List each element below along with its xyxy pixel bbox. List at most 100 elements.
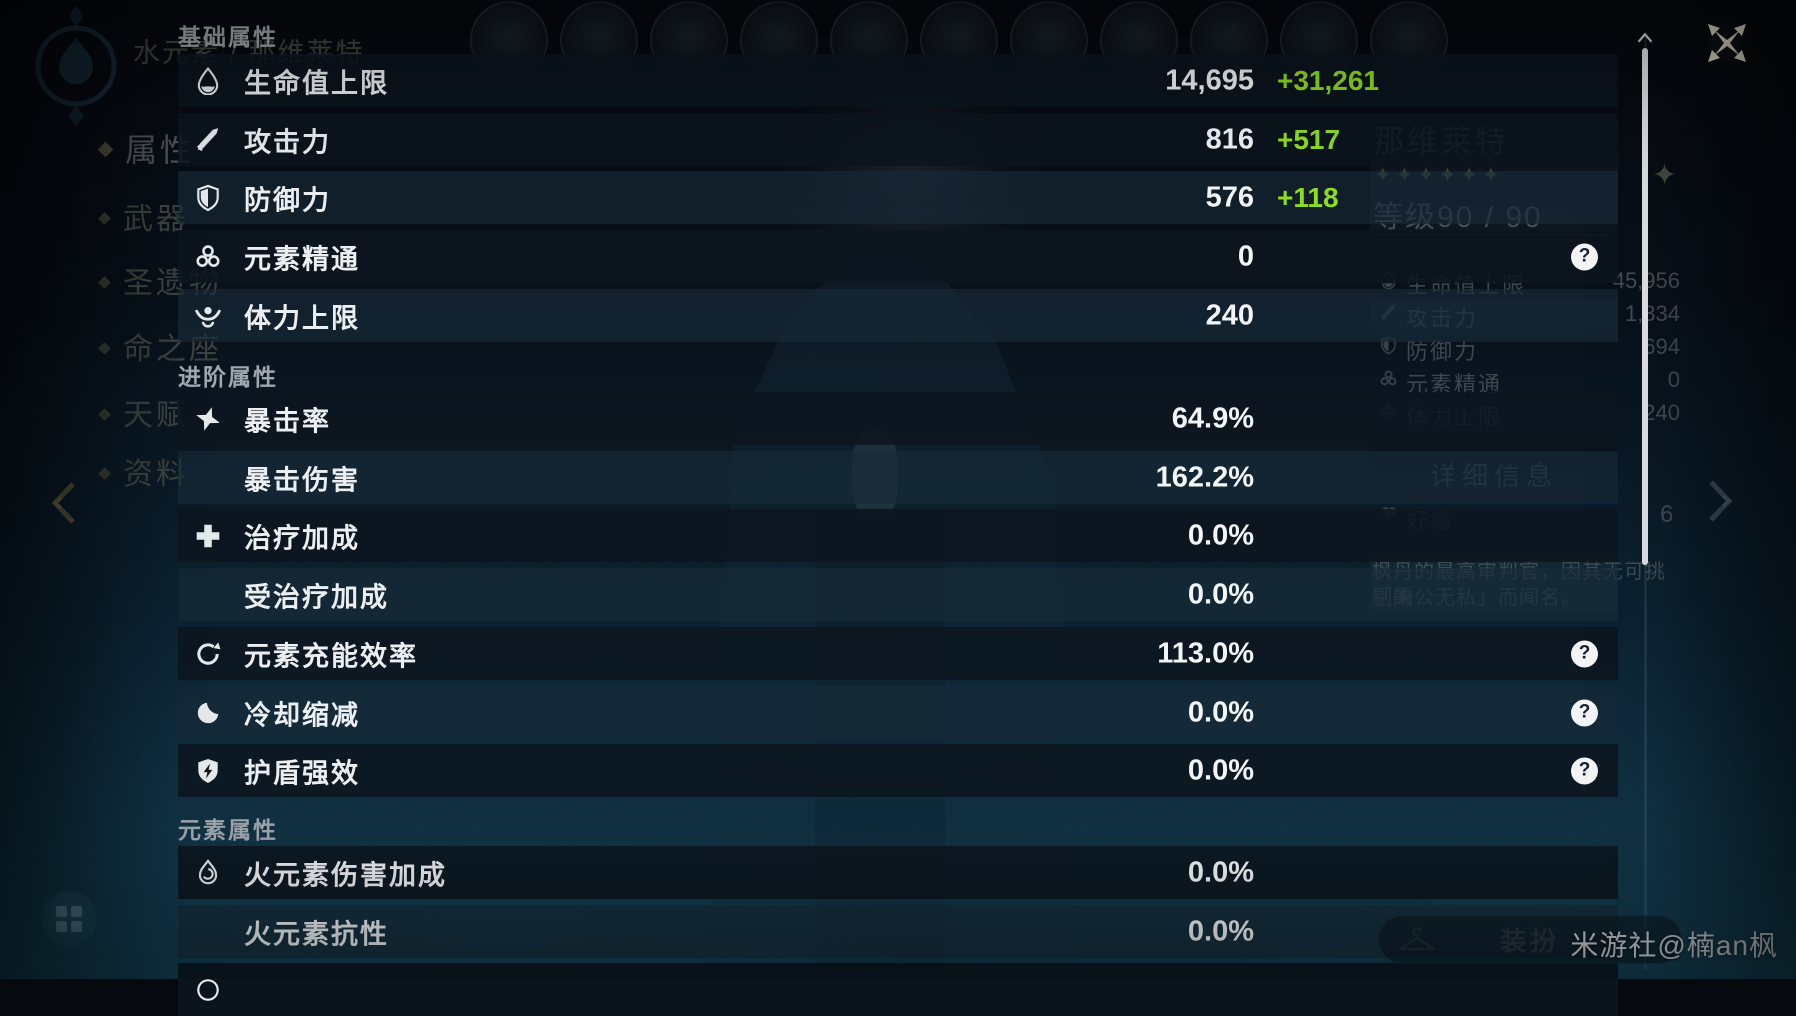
stat-value: 576	[1205, 181, 1254, 213]
stat-value: 0.0%	[1187, 519, 1254, 551]
watermark: 米游社@楠an枫	[1570, 930, 1778, 961]
menu-grid-button[interactable]	[41, 891, 97, 947]
stat-value: 14,695	[1165, 64, 1254, 96]
stat-row: 护盾强效 0.0%?	[178, 744, 1618, 797]
close-button[interactable]	[1703, 19, 1751, 67]
grid-icon	[56, 906, 82, 932]
stat-label: 暴击率	[244, 406, 331, 436]
dress-button[interactable]: 装扮	[1378, 915, 1682, 964]
elemental-mastery-icon	[194, 243, 222, 271]
healing-plus-icon	[194, 522, 222, 550]
scrollbar-thumb[interactable]	[1642, 48, 1648, 565]
stat-label: 火元素伤害加成	[244, 860, 447, 890]
elemental-mastery-icon	[1379, 369, 1398, 388]
sparkle-icon: ✦	[1652, 159, 1678, 192]
sidebar-item-label: 天赋	[123, 399, 189, 432]
stat-value: 0.0%	[1187, 915, 1254, 947]
stat-label: 治疗加成	[244, 523, 360, 553]
sidebar-item-5[interactable]: 天赋	[98, 390, 189, 434]
stat-value: 0.0%	[1187, 578, 1254, 610]
stat-value: 0	[1237, 240, 1254, 272]
defense-shield-icon	[194, 184, 222, 212]
stamina-icon	[194, 302, 222, 330]
panel-stat-value: 0	[1667, 367, 1680, 392]
stat-label: 受治疗加成	[244, 582, 389, 612]
sidebar-bullet-icon	[98, 408, 111, 421]
dress-button-label: 装扮	[1499, 926, 1560, 956]
scroll-up-arrow-icon[interactable]	[1636, 31, 1654, 44]
friendship-value: 6	[1660, 501, 1674, 528]
energy-recharge-icon	[194, 640, 222, 668]
sidebar-item-label: 资料	[123, 458, 189, 491]
help-icon[interactable]: ?	[1571, 640, 1598, 667]
stat-label: 生命值上限	[244, 68, 389, 98]
stat-value: 816	[1205, 123, 1254, 155]
stat-value: 64.9%	[1171, 402, 1254, 434]
stat-row: 暴击率 64.9%	[178, 392, 1618, 445]
stat-bonus-value: +118	[1277, 181, 1339, 213]
sidebar-bullet-icon	[97, 141, 114, 158]
next-character-chevron-icon[interactable]	[1704, 478, 1738, 524]
section-title: 进阶属性	[178, 364, 278, 390]
stat-value: 113.0%	[1157, 637, 1254, 669]
stat-row: 火元素抗性 0.0%	[178, 905, 1618, 958]
stat-row: 体力上限 240	[178, 289, 1618, 342]
stat-label: 冷却缩减	[244, 700, 360, 730]
section-title: 元素属性	[178, 817, 278, 843]
section-title: 基础属性	[178, 24, 278, 50]
panel-stat-value: 240	[1643, 400, 1680, 425]
sidebar-item-label: 武器	[123, 203, 189, 236]
sidebar-bullet-icon	[98, 212, 111, 225]
help-icon[interactable]: ?	[1571, 699, 1598, 726]
sidebar-bullet-icon	[98, 467, 111, 480]
defense-shield-icon	[1379, 336, 1398, 355]
help-icon[interactable]: ?	[1571, 243, 1598, 270]
stat-row: 暴击伤害 162.2%	[178, 451, 1618, 504]
close-x-icon	[1708, 24, 1746, 62]
stat-row	[178, 963, 1618, 1016]
stat-bonus-value: +517	[1277, 123, 1341, 155]
stat-label: 火元素抗性	[244, 919, 389, 949]
sidebar-item-2[interactable]: 武器	[98, 194, 189, 238]
element-partial-icon	[194, 976, 222, 1004]
stat-label: 防御力	[244, 185, 331, 215]
stat-value: 0.0%	[1187, 856, 1254, 888]
stat-label: 元素充能效率	[244, 641, 418, 671]
stat-row: 元素充能效率 113.0%?	[178, 627, 1618, 680]
pyro-icon	[194, 858, 222, 887]
stat-row: 生命值上限 14,695 +31,261	[178, 54, 1618, 107]
sidebar-bullet-icon	[98, 276, 111, 289]
hanger-icon	[1397, 926, 1437, 953]
stat-row: 元素精通 0?	[178, 230, 1618, 283]
stat-row: 受治疗加成 0.0%	[178, 568, 1618, 621]
stat-row: 冷却缩减 0.0%?	[178, 686, 1618, 739]
stat-label: 元素精通	[244, 244, 360, 274]
crit-rate-icon	[194, 405, 222, 433]
stat-bonus-value: +31,261	[1277, 64, 1379, 96]
stat-label: 体力上限	[244, 303, 360, 333]
stat-value: 0.0%	[1187, 696, 1254, 728]
prev-character-chevron-icon[interactable]	[46, 480, 80, 526]
attack-sword-icon	[194, 126, 222, 154]
stat-row: 攻击力 816 +517	[178, 113, 1618, 166]
hp-droplet-icon	[194, 66, 222, 95]
stat-value: 0.0%	[1187, 754, 1254, 786]
stat-row: 防御力 576 +118	[178, 171, 1618, 224]
stat-label: 暴击伤害	[244, 465, 360, 495]
stat-value: 162.2%	[1155, 461, 1254, 493]
panel-stat-value: 1,334	[1624, 301, 1680, 326]
panel-stat-label: 防御力	[1406, 339, 1479, 364]
shield-strength-icon	[194, 757, 222, 785]
help-icon[interactable]: ?	[1571, 757, 1598, 784]
sidebar-item-6[interactable]: 资料	[98, 449, 189, 493]
hydro-element-emblem-icon	[26, 4, 126, 128]
stat-row: 火元素伤害加成 0.0%	[178, 846, 1618, 899]
stat-label: 护盾强效	[244, 758, 360, 788]
panel-stat-value: 694	[1643, 334, 1680, 359]
cooldown-icon	[194, 699, 222, 727]
stat-row: 治疗加成 0.0%	[178, 509, 1618, 562]
stat-label: 攻击力	[244, 127, 331, 157]
sidebar-bullet-icon	[98, 342, 111, 355]
stat-value: 240	[1205, 299, 1254, 331]
